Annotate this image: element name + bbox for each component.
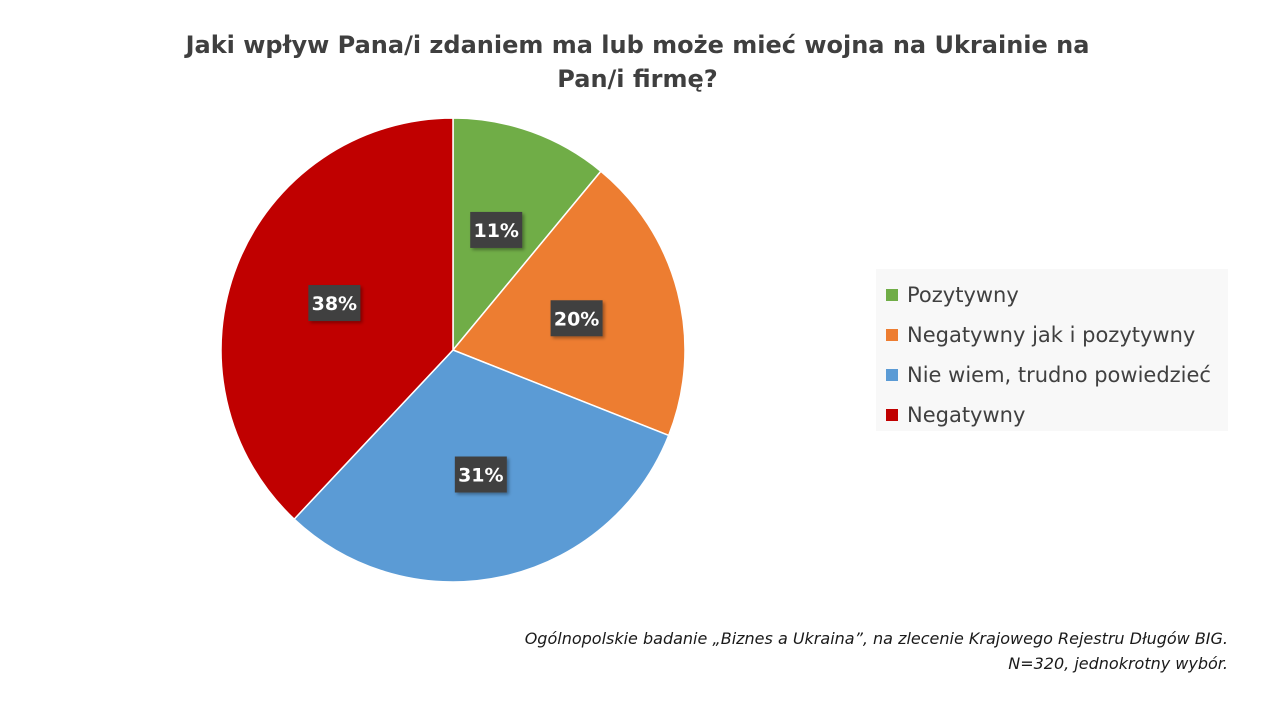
chart-title-line-2: Pan/i firmę? — [557, 65, 718, 93]
data-label-nie-wiem-trudno-powiedzie: 31% — [454, 456, 507, 493]
legend-item-negatywny: Negatywny — [886, 395, 1228, 435]
data-label-text: 31% — [458, 465, 503, 487]
pie-chart: 11% 20% 31% 38% — [220, 117, 686, 583]
data-label-text: 20% — [554, 308, 599, 330]
data-label-text: 38% — [312, 293, 357, 315]
pie-slices — [220, 117, 686, 583]
legend-swatch — [886, 369, 898, 381]
legend-swatch — [886, 289, 898, 301]
legend-label: Negatywny jak i pozytywny — [907, 323, 1196, 347]
pie-data-labels: 11% 20% 31% 38% — [308, 211, 603, 493]
chart-legend: Pozytywny Negatywny jak i pozytywny Nie … — [876, 269, 1228, 431]
data-label-text: 11% — [473, 220, 518, 242]
data-label-box — [454, 456, 507, 493]
source-note-line-2: N=320, jednokrotny wybór. — [1008, 654, 1228, 673]
data-label-pozytywny: 11% — [470, 211, 523, 248]
data-label-negatywny: 38% — [308, 285, 361, 322]
chart-title: Jaki wpływ Pana/i zdaniem ma lub może mi… — [150, 28, 1125, 96]
chart-title-line-1: Jaki wpływ Pana/i zdaniem ma lub może mi… — [185, 31, 1090, 59]
legend-label: Negatywny — [907, 403, 1026, 427]
legend-item-pozytywny: Pozytywny — [886, 275, 1228, 315]
source-note: Ogólnopolskie badanie „Biznes a Ukraina”… — [525, 626, 1228, 676]
legend-swatch — [886, 409, 898, 421]
legend-item-nie-wiem: Nie wiem, trudno powiedzieć — [886, 355, 1228, 395]
source-note-line-1: Ogólnopolskie badanie „Biznes a Ukraina”… — [524, 629, 1228, 648]
legend-swatch — [886, 329, 898, 341]
legend-label: Nie wiem, trudno powiedzieć — [907, 363, 1211, 387]
legend-item-negatywny-jak-i-pozytywny: Negatywny jak i pozytywny — [886, 315, 1228, 355]
data-label-negatywny-jak-i-pozytywny: 20% — [550, 300, 603, 337]
legend-label: Pozytywny — [907, 283, 1019, 307]
data-label-box — [550, 300, 603, 337]
data-label-box — [308, 285, 361, 322]
pie-slice-pozytywny — [452, 117, 602, 353]
data-label-box — [470, 211, 523, 248]
